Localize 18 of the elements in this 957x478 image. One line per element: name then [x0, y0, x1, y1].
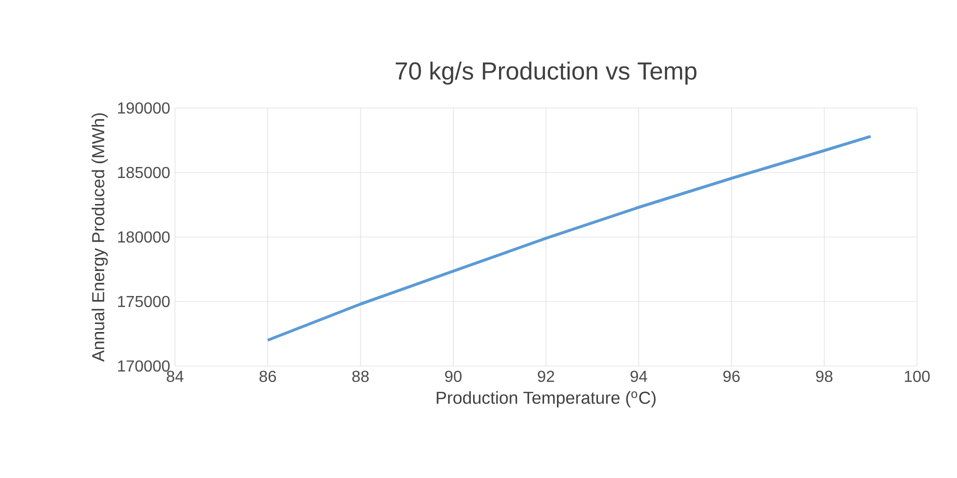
x-tick-label: 84: [166, 370, 184, 382]
y-tick-label: 170000: [118, 360, 170, 372]
x-axis-title: Production Temperature ($^{o}$C): [436, 391, 656, 408]
y-tick-label: 180000: [118, 231, 170, 243]
line-series: [266, 134, 872, 342]
x-tick-label: 90: [445, 370, 462, 382]
x-tick-label: 96: [723, 370, 740, 382]
y-tick-label: 175000: [118, 296, 170, 308]
x-tick-label: 86: [260, 370, 276, 382]
x-tick-label: 94: [630, 370, 648, 382]
y-axis-title: Annual Energy Produced (MWh): [92, 113, 108, 362]
x-tick-label: 92: [538, 370, 554, 382]
chart-title: 70 kg/s Production vs Temp: [396, 62, 696, 85]
x-tick-label: 88: [352, 370, 369, 382]
x-tick-label: 100: [904, 370, 930, 382]
y-tick-label: 190000: [118, 102, 170, 114]
y-tick-label: 185000: [118, 166, 170, 178]
x-tick-label: 98: [816, 370, 832, 382]
